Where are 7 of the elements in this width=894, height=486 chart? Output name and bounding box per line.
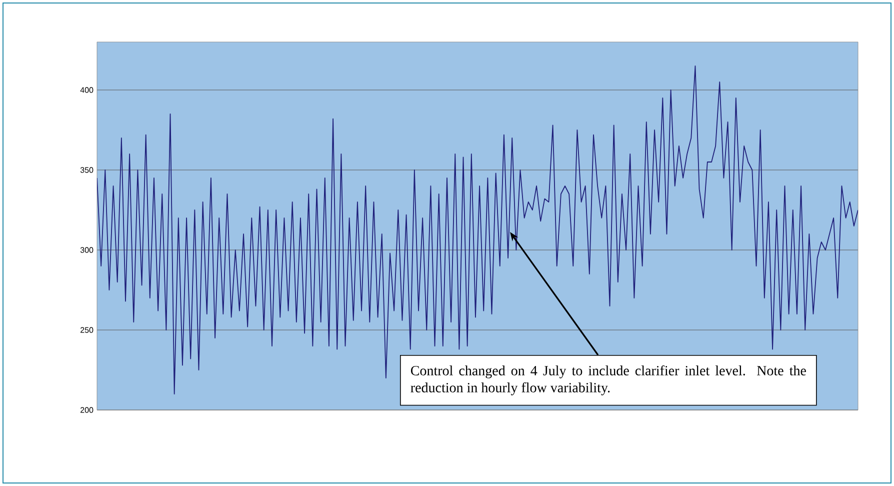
y-tick-label: 350 — [80, 167, 94, 173]
y-tick-label: 200 — [80, 407, 94, 413]
annotation: Control changed on 4 July to include clarifier inlet level. Note the reduction in hourly flow variability. — [410, 365, 806, 396]
y-tick-label: 400 — [80, 87, 94, 93]
line-series — [97, 66, 858, 394]
y-tick-label: 250 — [80, 327, 94, 333]
y-tick-label: 300 — [80, 247, 94, 253]
